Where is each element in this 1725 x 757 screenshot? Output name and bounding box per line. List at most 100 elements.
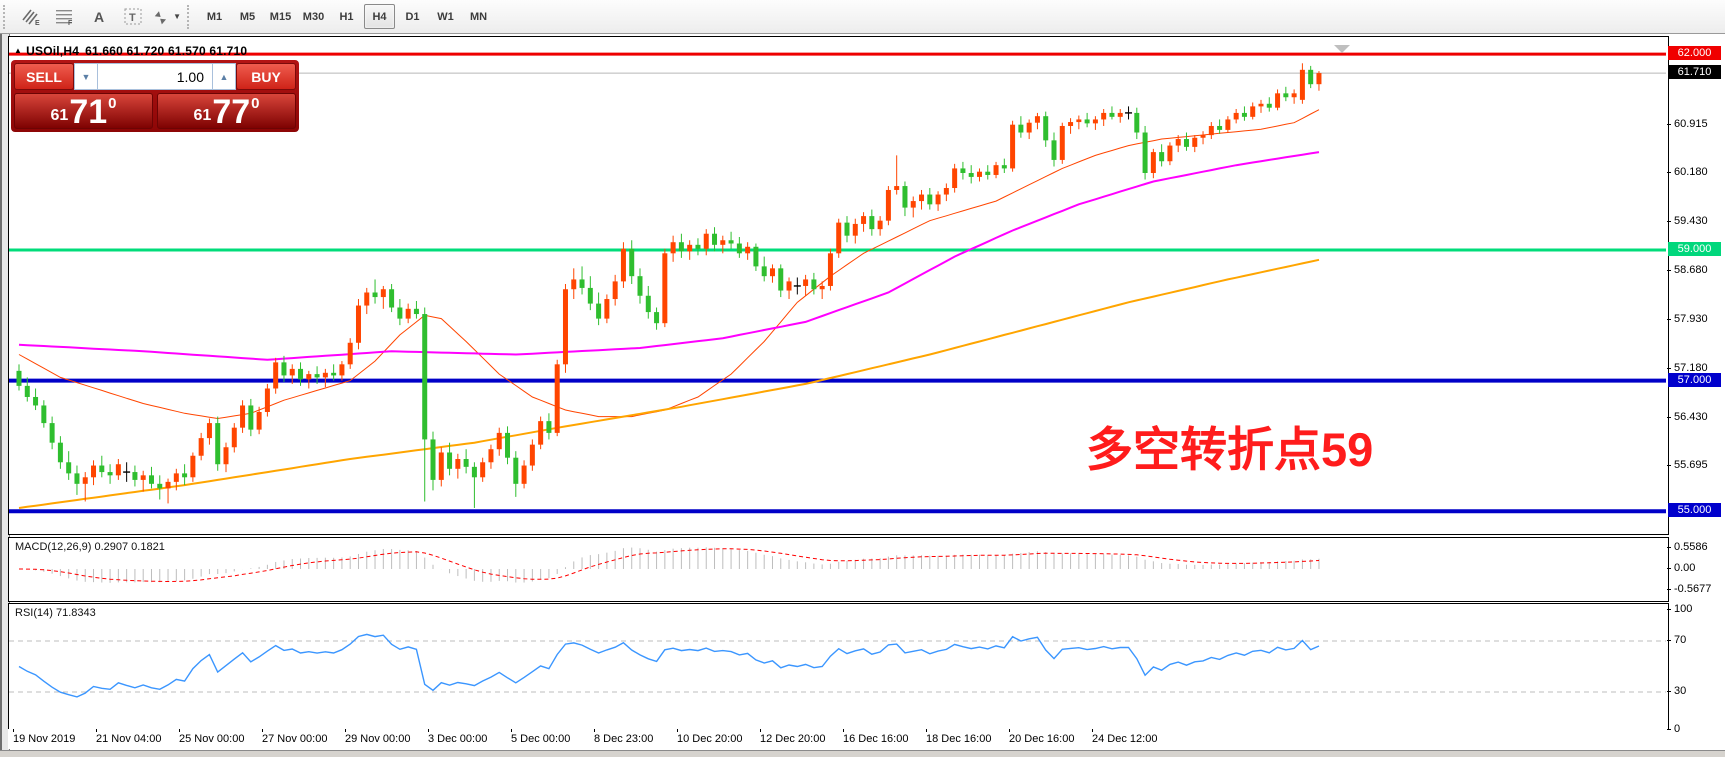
rsi-tick-label: 70: [1674, 634, 1687, 646]
volume-input[interactable]: [98, 63, 212, 90]
timeframe-button-h4[interactable]: H4: [364, 4, 395, 29]
axis-tick: [1667, 546, 1671, 548]
rsi-tick-label: 0: [1674, 723, 1681, 736]
time-tick: [594, 729, 595, 732]
time-label: 12 Dec 20:00: [760, 733, 826, 745]
one-click-trading-panel: SELL ▼ ▲ BUY 61 71 0 61 77 0: [11, 60, 299, 132]
timeframe-button-d1[interactable]: D1: [405, 10, 420, 23]
sell-button[interactable]: SELL: [14, 63, 74, 90]
time-label: 18 Dec 16:00: [926, 733, 992, 745]
timeframe-group: M1 M5 M15 M30 H1 H4 D1 W1 MN: [198, 4, 495, 29]
time-label: 27 Nov 00:00: [262, 733, 328, 745]
volume-decrease-button[interactable]: ▼: [74, 63, 98, 90]
candlestick-chart: [9, 45, 1666, 514]
chevron-down-icon: ▼: [173, 12, 181, 21]
buy-price[interactable]: 61 77 0: [157, 93, 296, 129]
sell-price[interactable]: 61 71 0: [14, 93, 153, 129]
sell-price-sup: 0: [108, 95, 117, 112]
price-tick-label: 58.680: [1674, 263, 1708, 276]
macd-tick-label: 0.00: [1674, 562, 1696, 574]
axis-tick: [1667, 729, 1671, 731]
svg-text:T: T: [129, 12, 136, 24]
time-tick: [760, 729, 761, 732]
collapse-arrow-icon[interactable]: ▲: [14, 46, 23, 55]
timeframe-button-m15[interactable]: M15: [269, 10, 292, 23]
sell-price-prefix: 61: [50, 107, 69, 124]
time-label: 25 Nov 00:00: [179, 733, 245, 745]
timeframe-button-h1[interactable]: H1: [339, 10, 354, 23]
toolbar: E F A T ▼ M1 M5 M15 M30 H1 H4 D1 W1 MN: [0, 0, 1725, 34]
time-label: 24 Dec 12:00: [1092, 733, 1158, 745]
chart-shift-marker-icon[interactable]: [1334, 45, 1350, 53]
macd-chart: [18, 547, 1320, 583]
axis-tick: [1667, 609, 1671, 610]
price-badge-57.000: 57.000: [1668, 372, 1721, 387]
time-label: 19 Nov 2019: [13, 733, 76, 745]
text-tool-icon[interactable]: T: [118, 4, 148, 30]
time-tick: [428, 729, 429, 732]
price-tick-label: 55.695: [1674, 458, 1708, 471]
buy-button[interactable]: BUY: [236, 63, 296, 90]
axis-tick: [1667, 416, 1671, 418]
price-badge-59.000: 59.000: [1668, 242, 1721, 257]
time-tick: [262, 729, 263, 732]
chart-annotation-text: 多空转折点59: [1086, 423, 1374, 476]
macd-label: MACD(12,26,9) 0.2907 0.1821: [15, 541, 165, 553]
buy-price-sup: 0: [251, 95, 260, 112]
time-tick: [179, 729, 180, 732]
axis-tick: [1667, 220, 1671, 222]
price-badge-55.000: 55.000: [1668, 503, 1721, 518]
time-label: 8 Dec 23:00: [594, 733, 654, 745]
toolbar-drag-handle[interactable]: [3, 4, 10, 29]
timeframe-button-w1[interactable]: W1: [437, 10, 454, 23]
rsi-chart: [9, 633, 1666, 698]
window-bottom-edge: [0, 750, 1725, 757]
time-label: 29 Nov 00:00: [345, 733, 411, 745]
ellipse-tool-icon[interactable]: E: [16, 4, 46, 30]
sell-price-main: 71: [69, 93, 108, 131]
arrow-tool-icon[interactable]: ▼: [152, 4, 182, 30]
time-label: 21 Nov 04:00: [96, 733, 162, 745]
symbol-ohlc: 61.660 61.720 61.570 61.710: [85, 44, 248, 58]
macd-indicator-pane[interactable]: MACD(12,26,9) 0.2907 0.1821: [8, 537, 1669, 602]
time-tick: [677, 729, 678, 732]
macd-tick-label: -0.5677: [1674, 583, 1712, 596]
axis-tick: [1667, 640, 1671, 641]
rsi-indicator-pane[interactable]: RSI(14) 71.8343: [8, 603, 1669, 730]
timeframe-button-mn[interactable]: MN: [469, 10, 488, 23]
time-axis[interactable]: 19 Nov 2019 21 Nov 04:00 25 Nov 00:00 27 No…: [8, 729, 1667, 749]
axis-tick: [1667, 171, 1671, 173]
macd-signal-line: [18, 548, 1320, 583]
price-axis[interactable]: 60.915 60.180 59.430 58.680 57.930 57.180 56.4…: [1667, 36, 1725, 748]
axis-tick: [1667, 691, 1671, 692]
time-tick: [926, 729, 927, 732]
price-tick-label: 59.430: [1674, 214, 1708, 227]
price-chart-pane[interactable]: ▲ USOil,H4 61.660 61.720 61.570 61.710 SEL…: [8, 36, 1669, 535]
time-label: 20 Dec 16:00: [1009, 733, 1075, 745]
time-tick: [843, 729, 844, 732]
timeframe-button-m5[interactable]: M5: [239, 10, 256, 23]
timeframe-button-m1[interactable]: M1: [206, 10, 223, 23]
slow-ma-line: [18, 258, 1320, 509]
svg-text:F: F: [68, 20, 73, 26]
time-tick: [345, 729, 346, 732]
buy-price-main: 77: [212, 93, 251, 131]
time-label: 10 Dec 20:00: [677, 733, 743, 745]
timeframe-button-m30[interactable]: M30: [302, 10, 325, 23]
axis-tick: [1667, 124, 1671, 125]
symbol-info: ▲ USOil,H4 61.660 61.720 61.570 61.710: [14, 44, 247, 58]
buy-price-prefix: 61: [193, 107, 212, 124]
macd-tick-label: 0.5586: [1674, 540, 1708, 553]
price-tick-label: 60.180: [1674, 165, 1708, 178]
volume-increase-button[interactable]: ▲: [212, 63, 236, 90]
time-tick: [96, 729, 97, 732]
text-label-tool-icon[interactable]: A: [93, 8, 105, 25]
price-tick-label: 57.930: [1674, 312, 1708, 325]
time-tick: [511, 729, 512, 732]
toolbar-separator: [187, 4, 194, 29]
fibonacci-tool-icon[interactable]: F: [50, 4, 80, 30]
time-label: 5 Dec 00:00: [511, 733, 571, 745]
axis-tick: [1667, 269, 1671, 271]
axis-tick: [1667, 464, 1671, 466]
